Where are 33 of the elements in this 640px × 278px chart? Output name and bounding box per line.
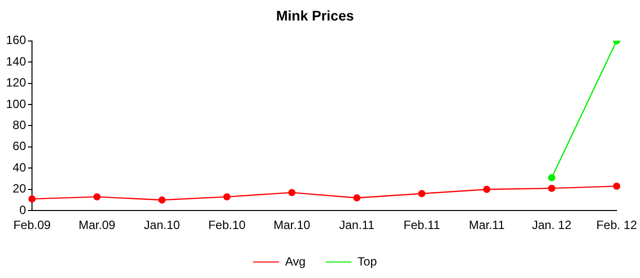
y-tick-label: 80 (12, 118, 26, 132)
x-tick-label: Feb.09 (13, 218, 52, 232)
point (548, 184, 556, 192)
y-tick-label: 120 (6, 76, 26, 90)
x-tick-label: Feb.11 (404, 218, 440, 232)
y-tick-label: 140 (6, 54, 26, 68)
chart-title: Mink Prices (276, 7, 354, 24)
y-tick-label: 20 (12, 182, 26, 196)
point (288, 188, 296, 196)
x-tick-label: Mar.10 (274, 218, 311, 232)
x-tick-label: Feb.10 (208, 218, 246, 232)
point (483, 186, 490, 193)
y-tick-label: 160 (6, 33, 26, 48)
point (223, 193, 230, 200)
y-tick-label: 60 (12, 139, 26, 154)
point (158, 196, 166, 204)
x-tick-label: Mar.11 (468, 218, 505, 232)
legend-label: Avg (285, 254, 306, 268)
y-tick-label: 0 (19, 202, 26, 217)
point (613, 182, 620, 190)
x-tick-label: Mar.09 (78, 218, 116, 232)
x-tick-label: Jan.10 (144, 218, 180, 232)
x-tick-label: Jan.11 (339, 218, 375, 232)
point (548, 174, 556, 182)
legend-label: Top (358, 254, 378, 268)
y-tick-label: 40 (12, 160, 26, 174)
point (93, 193, 101, 200)
x-tick-label: Jan. 12 (532, 218, 572, 232)
x-tick-label: Feb. 12 (596, 218, 638, 232)
y-tick-label: 100 (6, 96, 26, 111)
point (353, 194, 360, 202)
point (418, 190, 426, 198)
point (28, 195, 36, 203)
